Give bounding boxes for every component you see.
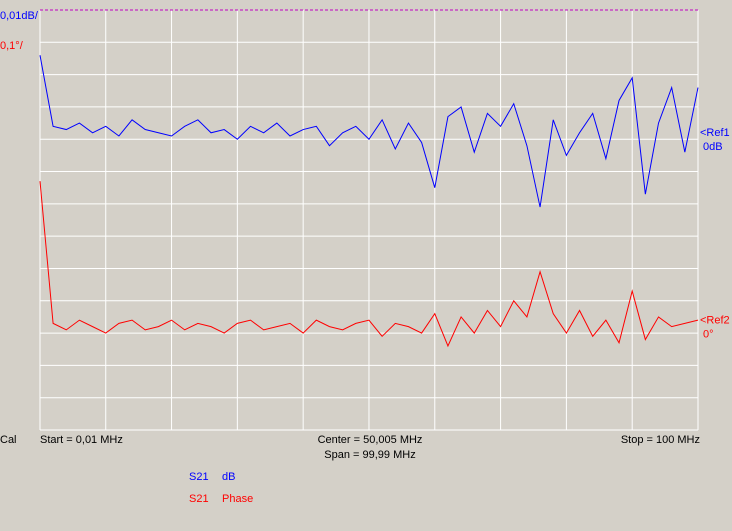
scale-label: 0,01dB/ bbox=[0, 10, 39, 22]
legend-name: S21 bbox=[189, 471, 209, 483]
legend-format: dB bbox=[222, 471, 235, 483]
legend-name: S21 bbox=[189, 493, 209, 505]
stop-label: Stop = 100 MHz bbox=[621, 434, 700, 446]
legend-format: Phase bbox=[222, 493, 253, 505]
start-label: Start = 0,01 MHz bbox=[40, 434, 123, 446]
trace bbox=[39, 55, 699, 208]
scale-label: 0,1°/ bbox=[0, 40, 24, 52]
ref-label: <Ref2 bbox=[700, 315, 730, 327]
status-label: Cal bbox=[0, 434, 17, 446]
center-label: Center = 50,005 MHz bbox=[318, 434, 423, 446]
ref-value-label: 0° bbox=[703, 329, 714, 341]
trace bbox=[39, 181, 699, 348]
span-label: Span = 99,99 MHz bbox=[324, 449, 415, 461]
ref-label: <Ref1 bbox=[700, 127, 730, 139]
ref-value-label: 0dB bbox=[703, 141, 723, 153]
